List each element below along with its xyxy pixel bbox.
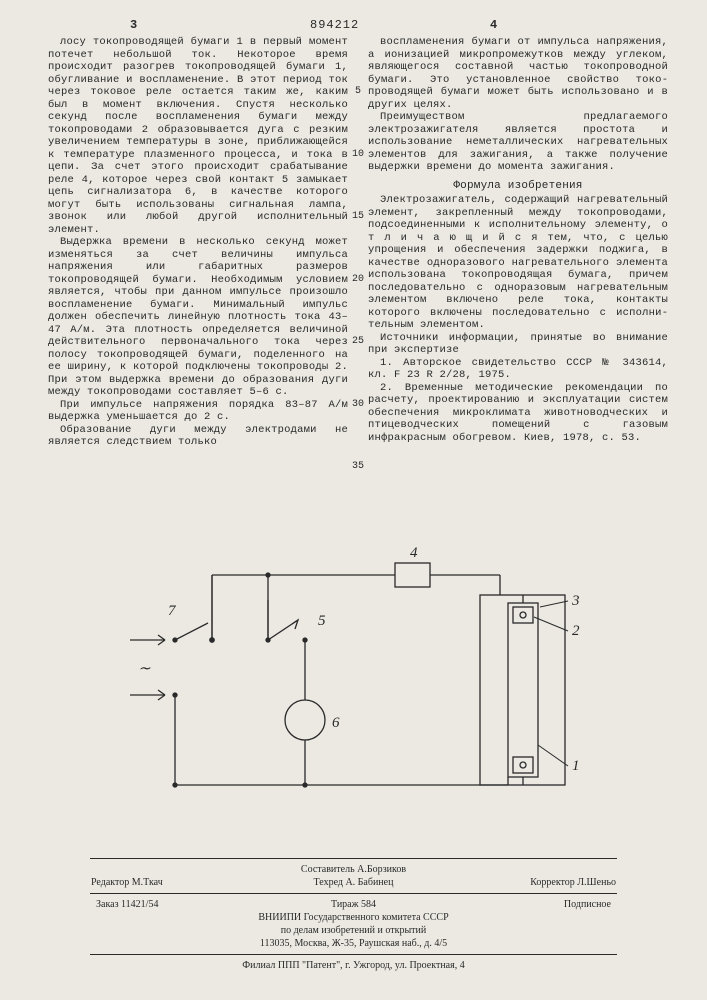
publisher-address: 113035, Москва, Ж-35, Раушская наб., д. … [0, 937, 707, 950]
compiler: Составитель А.Борзиков [301, 864, 406, 875]
paragraph: Преимуществом предлагаемого электрозажиг… [368, 111, 668, 174]
right-column: воспламенения бумаги от импульса на­пряж… [368, 36, 668, 444]
label-3: 3 [571, 593, 580, 609]
imprint-footer: Составитель А.Борзиков Редактор М.Ткач Т… [0, 854, 707, 972]
corrector: Корректор Л.Шеньо [446, 876, 706, 889]
footer-row: Редактор М.Ткач Техред А. Бабинец Коррек… [0, 876, 707, 889]
branch-address: Филиал ППП "Патент", г. Ужгород, ул. Про… [0, 959, 707, 972]
publisher-line: ВНИИПИ Государственного комитета СССР [0, 911, 707, 924]
label-5: 5 [318, 613, 326, 629]
gutter-mark: 30 [349, 399, 367, 412]
source-item: 2. Временные методические реко­мендации … [368, 382, 668, 445]
left-column: лосу токопроводящей бумаги 1 в пер­вый м… [48, 36, 348, 449]
gutter-mark: 15 [349, 211, 367, 224]
publisher-line: по делам изобретений и открытий [0, 924, 707, 937]
divider [90, 893, 617, 894]
tech-editor: Техред А. Бабинец [264, 876, 444, 889]
gutter-mark: 10 [349, 149, 367, 162]
gutter-mark: 35 [349, 461, 367, 474]
paragraph: При импульсе напряжения порядка 83–87 А/… [48, 399, 348, 424]
paragraph: лосу токопроводящей бумаги 1 в пер­вый м… [48, 36, 348, 236]
gutter-mark: 20 [349, 274, 367, 287]
tilde-label: ∼ [138, 661, 151, 677]
source-item: 1. Авторское свидетельство СССР № 343614… [368, 357, 668, 382]
document-number: 894212 [310, 18, 359, 32]
label-1: 1 [572, 758, 580, 774]
claims-title: Формула изобретения [368, 180, 668, 193]
editor: Редактор М.Ткач [1, 876, 261, 889]
label-2: 2 [572, 623, 580, 639]
gutter-mark: 25 [349, 336, 367, 349]
claim-paragraph: Электрозажигатель, содержащий нагревател… [368, 194, 668, 332]
label-4: 4 [410, 545, 418, 561]
footer-row: Составитель А.Борзиков [0, 863, 707, 876]
sources-title: Источники информации, принятые во вниман… [368, 332, 668, 357]
label-7: 7 [168, 603, 177, 619]
subscription: Подписное [431, 898, 701, 911]
divider [90, 858, 617, 859]
column-number-right: 4 [490, 18, 497, 32]
patent-page: 3 894212 4 лосу токопроводящей бумаги 1 … [0, 0, 707, 1000]
paragraph: Образование дуги между электро­дами не я… [48, 424, 348, 449]
label-6: 6 [332, 715, 340, 731]
order-number: Заказ 11421/54 [6, 898, 276, 911]
print-run: Тираж 584 [279, 898, 429, 911]
gutter-mark: 5 [349, 86, 367, 99]
divider [90, 954, 617, 955]
paragraph: воспламенения бумаги от импульса на­пряж… [368, 36, 668, 111]
column-number-left: 3 [130, 18, 137, 32]
circuit-schematic: ∼ 7 5 4 6 3 2 1 [120, 545, 590, 805]
footer-row: Заказ 11421/54 Тираж 584 Подписное [0, 898, 707, 911]
paragraph: Выдержка времени в несколько се­кунд мож… [48, 236, 348, 399]
